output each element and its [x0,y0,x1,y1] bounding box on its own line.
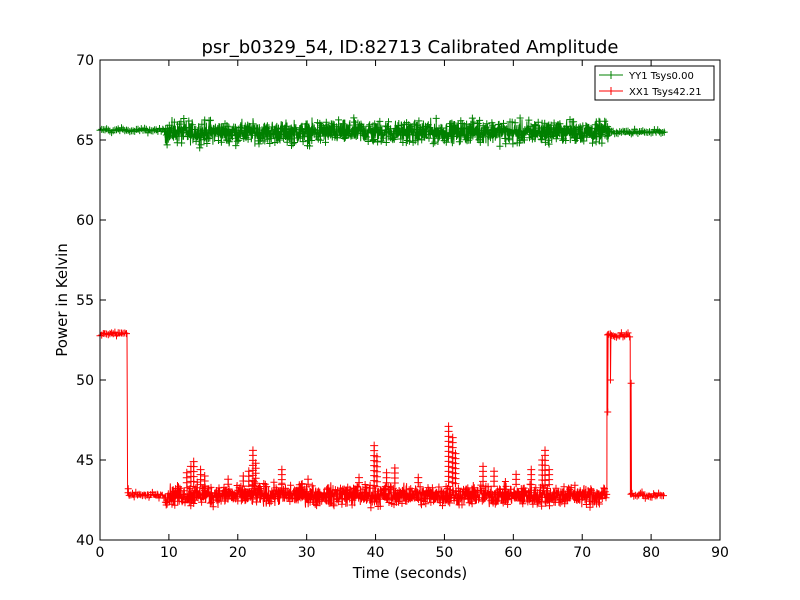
y-tick-label: 45 [76,453,94,469]
spike-markers [527,465,536,486]
legend-swatch-marker [607,87,615,95]
spike-markers [390,464,399,484]
legend-box [594,65,715,101]
x-tick-label: 40 [367,545,385,561]
spike-markers [200,472,209,487]
y-tick-label: 40 [76,533,94,549]
x-tick-label: 20 [229,545,247,561]
y-tick-label: 60 [76,213,94,229]
y-tick-label: 65 [76,133,94,149]
spike-markers [370,441,379,487]
spike-markers [414,473,423,484]
x-tick-label: 0 [96,545,105,561]
legend-swatch-marker [607,71,615,79]
x-tick-label: 80 [642,545,660,561]
chart-title: psr_b0329_54, ID:82713 Calibrated Amplit… [202,37,619,58]
legend-entry-label: XX1 Tsys42.21 [629,87,702,98]
plot-area [96,114,668,512]
spike-markers [248,446,257,486]
spike-markers [382,468,391,484]
spike-markers [189,457,198,488]
spike-markers [512,470,521,485]
spike-markers [545,465,554,486]
spike-markers [244,467,253,487]
spike-markers [224,475,233,485]
spike-markers [451,449,460,485]
x-axis: 0 10 20 30 40 50 60 70 80 90 [96,60,729,561]
spike-markers [541,446,550,486]
spike-markers [490,467,499,487]
legend: YY1 Tsys0.00 XX1 Tsys42.21 [594,65,715,101]
x-axis-label: Time (seconds) [352,564,468,582]
spike-markers [196,465,205,486]
x-tick-label: 30 [298,545,316,561]
x-tick-label: 70 [573,545,591,561]
spike-markers [355,473,364,484]
spike-markers [479,462,488,487]
y-axis-label: Power in Kelvin [53,243,71,357]
x-tick-label: 90 [711,545,729,561]
series-layer [96,114,668,512]
legend-entry-label: YY1 Tsys0.00 [628,71,694,82]
spike-markers [277,465,286,486]
spike-markers [304,475,313,485]
y-axis: 40 45 50 55 60 65 70 [76,53,720,549]
series-xx1 [96,328,667,512]
spike-markers [448,433,457,484]
spike-markers [251,459,260,484]
y-tick-label: 55 [76,293,94,309]
x-tick-label: 10 [160,545,178,561]
x-tick-label: 50 [436,545,454,561]
spike-markers [372,452,381,488]
y-tick-label: 70 [76,53,94,69]
spike-markers [444,422,453,487]
y-tick-label: 50 [76,373,94,389]
spike-markers [182,468,191,484]
spike-markers [239,472,248,487]
x-tick-label: 60 [504,545,522,561]
